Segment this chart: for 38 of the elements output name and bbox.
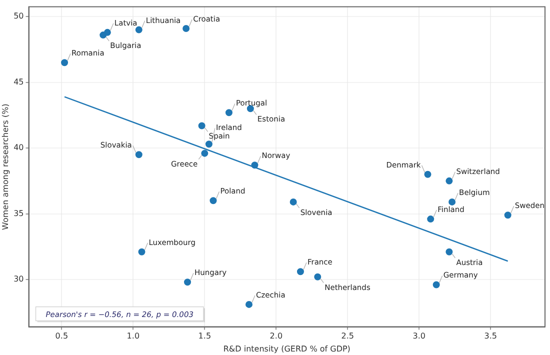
y-tick-label: 50	[14, 12, 24, 21]
point	[198, 122, 206, 130]
x-tick-label: 0.5	[55, 332, 68, 341]
point	[432, 281, 440, 288]
point	[290, 198, 297, 206]
point	[245, 300, 252, 308]
point	[251, 162, 258, 169]
x-tick-label: 1.0	[126, 332, 140, 341]
point	[184, 278, 192, 286]
x-tick-label: 2.0	[270, 332, 283, 341]
x-tick-label: 3.0	[412, 332, 426, 341]
point	[104, 28, 111, 36]
x-tick-label: 2.5	[341, 332, 354, 341]
point	[182, 24, 190, 32]
point	[427, 216, 434, 223]
point	[135, 151, 142, 158]
point	[135, 26, 142, 34]
y-tick-label: 30	[14, 274, 24, 284]
x-tick-label: 3.5	[484, 332, 498, 341]
point	[314, 273, 322, 280]
point	[225, 109, 232, 116]
point	[61, 59, 68, 66]
point	[201, 150, 208, 157]
point	[448, 198, 456, 206]
y-tick-label: 40	[14, 143, 24, 152]
point	[446, 248, 453, 256]
x-axis-title: R&D intensity (GERD % of GDP)	[223, 344, 350, 354]
point	[424, 170, 432, 178]
y-tick-label: 45	[14, 77, 24, 86]
point	[446, 177, 453, 184]
x-tick-label: 1.5	[198, 332, 212, 341]
point	[210, 197, 217, 204]
point	[205, 140, 212, 148]
point	[504, 212, 512, 219]
y-axis-title: Women among researchers (%)	[0, 104, 10, 230]
point	[296, 268, 304, 276]
point	[138, 248, 146, 256]
y-tick-label: 35	[14, 208, 24, 218]
